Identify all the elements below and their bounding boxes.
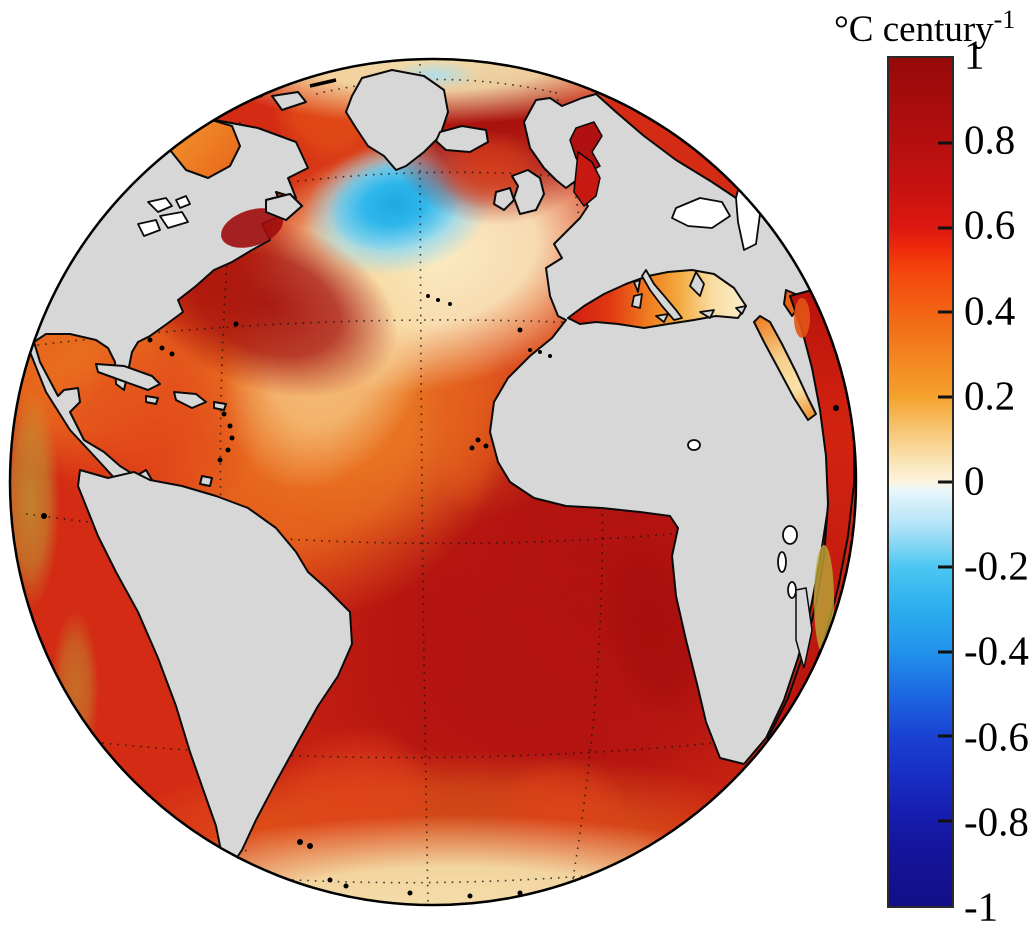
land-iceland	[435, 125, 489, 153]
arctic-fringe	[180, 59, 680, 125]
no-data-lakes	[137, 181, 798, 599]
great-lake	[175, 195, 191, 209]
med-peninsulas	[631, 269, 747, 323]
colorbar-tick-mark	[938, 141, 952, 145]
small-islands	[41, 294, 552, 899]
land-cuba	[95, 363, 161, 391]
land-hispaniola	[173, 391, 207, 409]
colorbar-tick-mark	[938, 650, 952, 654]
colorbar-tick-label: 1	[964, 31, 985, 78]
colorbar-tick-mark	[938, 226, 952, 230]
rift-lake	[777, 551, 787, 573]
colorbar-title-exponent: -1	[993, 5, 1016, 34]
colorbar-tick-label: 0	[964, 457, 985, 504]
colorbar-tick-label: 0.4	[964, 287, 1016, 334]
rift-lake	[787, 581, 797, 599]
land-south-america	[77, 469, 353, 863]
great-lake	[147, 197, 173, 213]
land-ireland	[493, 187, 515, 211]
colorbar-tick-mark	[938, 310, 952, 314]
colorbar-tick-mark	[938, 480, 952, 484]
colorbar-tick-label: -0.6	[964, 713, 1029, 760]
southern-fringe	[45, 815, 856, 905]
colorbar	[887, 56, 954, 908]
red-sea	[753, 315, 817, 421]
colorbar-tick-label: -1	[964, 883, 999, 930]
land-great-britain	[511, 169, 545, 215]
land-italy	[641, 269, 683, 321]
land-greenland	[345, 69, 449, 171]
colorbar-tick-label: -0.4	[964, 627, 1029, 674]
lake-victoria	[782, 525, 798, 545]
colorbar-tick-label: 0.2	[964, 372, 1016, 419]
colorbar-tick-label: 0.6	[964, 201, 1016, 248]
colorbar-tick-mark	[938, 565, 952, 569]
black-sea	[671, 197, 731, 229]
land-greece	[689, 271, 705, 297]
gulf-of-st-lawrence	[221, 208, 283, 248]
colorbar-title: °C century-1	[834, 5, 1016, 51]
colorbar-tick-mark	[938, 819, 952, 823]
lake-chad	[687, 439, 701, 451]
great-lake	[159, 211, 189, 229]
colorbar-title-base: °C century	[834, 9, 994, 50]
globe-rim	[8, 57, 858, 907]
colorbar-tick-label: 0.8	[964, 116, 1016, 163]
colorbar-tick-mark	[938, 395, 952, 399]
colorbar-tick-mark	[938, 734, 952, 738]
great-lake	[137, 219, 161, 237]
colorbar-tick-label: -0.2	[964, 542, 1029, 589]
baltic-sea	[573, 151, 601, 207]
colorbar-tick-label: -0.8	[964, 798, 1029, 845]
